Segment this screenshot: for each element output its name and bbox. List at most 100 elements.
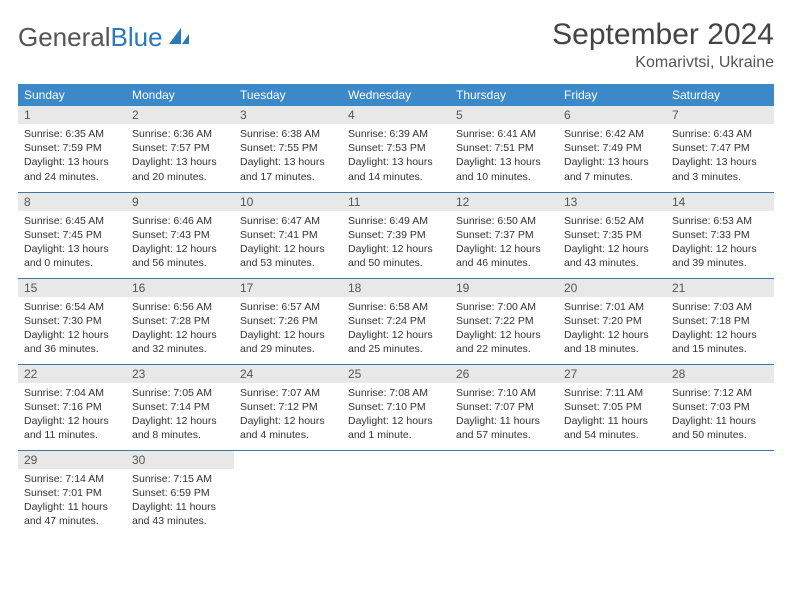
day-number: 20 <box>558 279 666 297</box>
day-cell-18: 18Sunrise: 6:58 AMSunset: 7:24 PMDayligh… <box>342 278 450 364</box>
day-cell-15: 15Sunrise: 6:54 AMSunset: 7:30 PMDayligh… <box>18 278 126 364</box>
daylight-line2: and 25 minutes. <box>348 342 444 356</box>
sunrise-text: Sunrise: 6:52 AM <box>564 214 660 228</box>
day-body: Sunrise: 6:58 AMSunset: 7:24 PMDaylight:… <box>342 297 450 361</box>
empty-cell <box>342 450 450 536</box>
daylight-line1: Daylight: 12 hours <box>132 414 228 428</box>
weekday-header-saturday: Saturday <box>666 84 774 106</box>
day-body: Sunrise: 7:04 AMSunset: 7:16 PMDaylight:… <box>18 383 126 447</box>
daylight-line2: and 29 minutes. <box>240 342 336 356</box>
day-number: 8 <box>18 193 126 211</box>
day-cell-9: 9Sunrise: 6:46 AMSunset: 7:43 PMDaylight… <box>126 192 234 278</box>
month-title: September 2024 <box>552 18 774 52</box>
day-cell-24: 24Sunrise: 7:07 AMSunset: 7:12 PMDayligh… <box>234 364 342 450</box>
sunrise-text: Sunrise: 7:15 AM <box>132 472 228 486</box>
day-number: 1 <box>18 106 126 124</box>
sunset-text: Sunset: 7:37 PM <box>456 228 552 242</box>
sunset-text: Sunset: 7:24 PM <box>348 314 444 328</box>
day-body: Sunrise: 7:08 AMSunset: 7:10 PMDaylight:… <box>342 383 450 447</box>
sunrise-text: Sunrise: 7:00 AM <box>456 300 552 314</box>
day-number: 14 <box>666 193 774 211</box>
daylight-line2: and 43 minutes. <box>564 256 660 270</box>
day-number: 21 <box>666 279 774 297</box>
sunset-text: Sunset: 7:18 PM <box>672 314 768 328</box>
daylight-line1: Daylight: 12 hours <box>564 328 660 342</box>
day-number: 9 <box>126 193 234 211</box>
sunrise-text: Sunrise: 6:49 AM <box>348 214 444 228</box>
sunrise-text: Sunrise: 6:45 AM <box>24 214 120 228</box>
daylight-line1: Daylight: 12 hours <box>672 242 768 256</box>
daylight-line1: Daylight: 12 hours <box>132 242 228 256</box>
daylight-line2: and 39 minutes. <box>672 256 768 270</box>
day-number: 7 <box>666 106 774 124</box>
sunset-text: Sunset: 7:49 PM <box>564 141 660 155</box>
sunset-text: Sunset: 7:57 PM <box>132 141 228 155</box>
day-body: Sunrise: 6:43 AMSunset: 7:47 PMDaylight:… <box>666 124 774 188</box>
daylight-line2: and 14 minutes. <box>348 170 444 184</box>
logo: GeneralBlue <box>18 18 191 53</box>
sunrise-text: Sunrise: 7:12 AM <box>672 386 768 400</box>
sunset-text: Sunset: 7:22 PM <box>456 314 552 328</box>
daylight-line1: Daylight: 12 hours <box>564 242 660 256</box>
day-body: Sunrise: 6:45 AMSunset: 7:45 PMDaylight:… <box>18 211 126 275</box>
daylight-line2: and 24 minutes. <box>24 170 120 184</box>
day-number: 25 <box>342 365 450 383</box>
daylight-line2: and 32 minutes. <box>132 342 228 356</box>
day-number: 15 <box>18 279 126 297</box>
day-body: Sunrise: 7:00 AMSunset: 7:22 PMDaylight:… <box>450 297 558 361</box>
sunset-text: Sunset: 7:12 PM <box>240 400 336 414</box>
day-number: 22 <box>18 365 126 383</box>
day-cell-20: 20 Sunrise: 7:01 AMSunset: 7:20 PMDayligh… <box>558 278 666 364</box>
sunset-text: Sunset: 7:26 PM <box>240 314 336 328</box>
day-cell-8: 8Sunrise: 6:45 AMSunset: 7:45 PMDaylight… <box>18 192 126 278</box>
empty-cell <box>234 450 342 536</box>
sunrise-text: Sunrise: 6:47 AM <box>240 214 336 228</box>
sunrise-text: Sunrise: 7:11 AM <box>564 386 660 400</box>
sunrise-text: Sunrise: 6:39 AM <box>348 127 444 141</box>
sunset-text: Sunset: 7:59 PM <box>24 141 120 155</box>
sunrise-text: Sunrise: 6:38 AM <box>240 127 336 141</box>
daylight-line1: Daylight: 12 hours <box>24 328 120 342</box>
day-cell-14: 14Sunrise: 6:53 AMSunset: 7:33 PMDayligh… <box>666 192 774 278</box>
day-number: 5 <box>450 106 558 124</box>
day-number: 18 <box>342 279 450 297</box>
day-number: 17 <box>234 279 342 297</box>
day-body: Sunrise: 6:52 AMSunset: 7:35 PMDaylight:… <box>558 211 666 275</box>
daylight-line1: Daylight: 13 hours <box>456 155 552 169</box>
day-cell-6: 6Sunrise: 6:42 AMSunset: 7:49 PMDaylight… <box>558 106 666 192</box>
day-number: 11 <box>342 193 450 211</box>
daylight-line1: Daylight: 13 hours <box>348 155 444 169</box>
daylight-line2: and 4 minutes. <box>240 428 336 442</box>
sunrise-text: Sunrise: 7:01 AM <box>564 300 660 314</box>
daylight-line2: and 53 minutes. <box>240 256 336 270</box>
day-number: 3 <box>234 106 342 124</box>
day-cell-30: 30Sunrise: 7:15 AMSunset: 6:59 PMDayligh… <box>126 450 234 536</box>
daylight-line2: and 18 minutes. <box>564 342 660 356</box>
sunset-text: Sunset: 7:43 PM <box>132 228 228 242</box>
day-number: 2 <box>126 106 234 124</box>
day-number: 19 <box>450 279 558 297</box>
weekday-header-tuesday: Tuesday <box>234 84 342 106</box>
logo-sail-icon <box>167 22 191 53</box>
daylight-line1: Daylight: 11 hours <box>456 414 552 428</box>
logo-word2: Blue <box>111 22 163 53</box>
sunset-text: Sunset: 7:33 PM <box>672 228 768 242</box>
daylight-line1: Daylight: 12 hours <box>240 242 336 256</box>
sunset-text: Sunset: 7:20 PM <box>564 314 660 328</box>
sunset-text: Sunset: 7:16 PM <box>24 400 120 414</box>
location: Komarivtsi, Ukraine <box>552 54 774 72</box>
daylight-line1: Daylight: 13 hours <box>24 155 120 169</box>
daylight-line1: Daylight: 12 hours <box>348 242 444 256</box>
daylight-line2: and 47 minutes. <box>24 514 120 528</box>
sunset-text: Sunset: 7:28 PM <box>132 314 228 328</box>
sunset-text: Sunset: 7:39 PM <box>348 228 444 242</box>
day-number: 16 <box>126 279 234 297</box>
calendar-table: SundayMondayTuesdayWednesdayThursdayFrid… <box>18 84 774 536</box>
daylight-line1: Daylight: 13 hours <box>564 155 660 169</box>
day-number: 29 <box>18 451 126 469</box>
day-cell-19: 19Sunrise: 7:00 AMSunset: 7:22 PMDayligh… <box>450 278 558 364</box>
day-cell-3: 3Sunrise: 6:38 AMSunset: 7:55 PMDaylight… <box>234 106 342 192</box>
sunset-text: Sunset: 7:10 PM <box>348 400 444 414</box>
daylight-line2: and 3 minutes. <box>672 170 768 184</box>
daylight-line1: Daylight: 13 hours <box>672 155 768 169</box>
